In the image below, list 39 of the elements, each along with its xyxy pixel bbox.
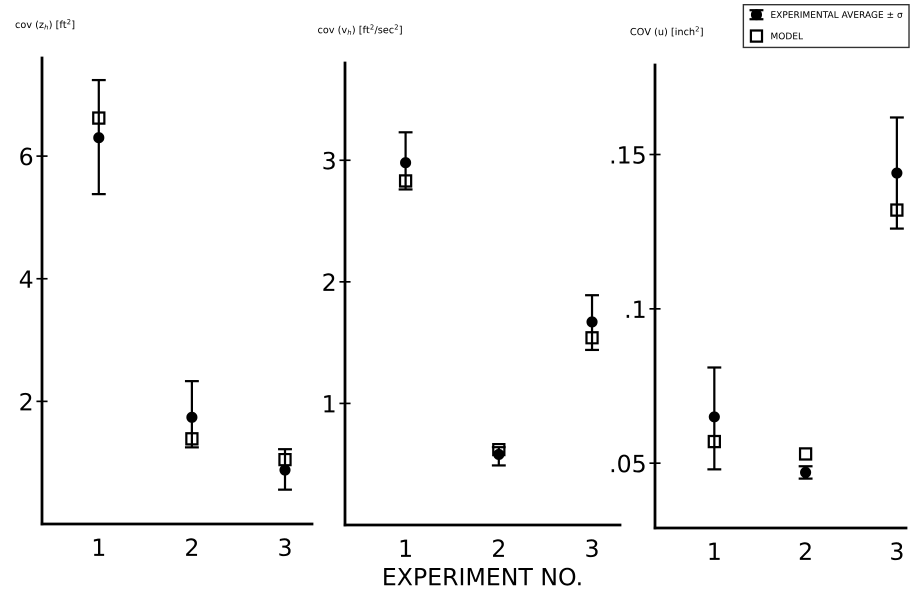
point [186,412,198,423]
y-tick-label: 1 [324,395,334,412]
x-tick-label: 1 [709,542,720,560]
x-tick-label: 2 [186,538,198,556]
point [278,452,292,466]
x-axis-title: EXPERIMENT NO. [384,568,581,586]
point [92,111,106,125]
x-tick-label: 3 [891,542,902,560]
x-tick-label: 2 [800,542,811,560]
y-axis-title: cov (z$_{h}$) [ft$^{2}$] [16,19,74,30]
y-axis-title: COV (u) [inch$^{2}$] [630,26,703,36]
x-tick-label: 3 [279,538,291,556]
point [492,442,506,456]
y-axis-title: cov (v$_{h}$) [ft$^{2}$/sec$^{2}$] [318,24,402,35]
y-tick-label: .1 [626,300,644,318]
point [798,447,812,461]
point [890,203,904,217]
legend-label: EXPERIMENTAL AVERAGE ± σ [771,11,902,18]
point [400,157,412,168]
y-tick-label: 6 [20,148,32,166]
point [891,167,902,179]
y-tick-label: 2 [20,392,32,410]
y-tick-label: .05 [612,454,645,472]
point [708,411,720,422]
legend-label: MODEL [771,32,803,40]
y-tick-label: 2 [323,273,334,291]
x-tick-label: 1 [94,538,104,556]
x-tick-label: 2 [493,539,504,557]
x-tick-label: 3 [586,539,598,558]
x-tick-label: 1 [400,540,411,557]
point [185,432,199,446]
point [586,316,598,328]
y-tick-label: 4 [20,270,32,288]
y-tick-label: .15 [612,146,645,164]
y-tick-label: 3 [323,152,335,170]
point [708,434,721,448]
point [93,132,104,144]
point [398,174,412,188]
point [585,331,599,344]
